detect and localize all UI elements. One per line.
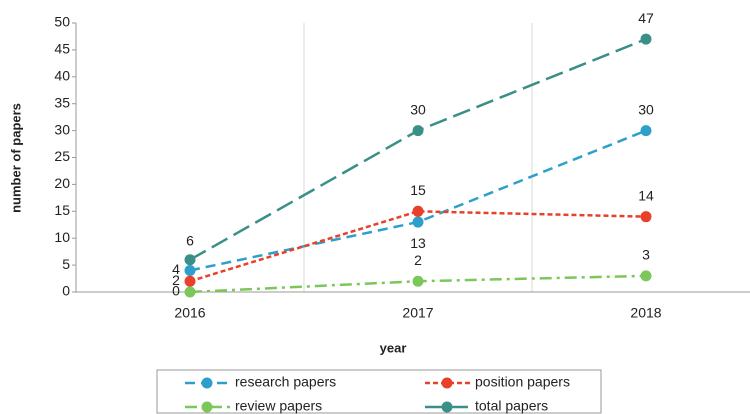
data-label: 0	[172, 283, 180, 299]
data-label: 4	[172, 261, 180, 277]
data-label: 30	[638, 101, 654, 117]
y-tick-label: 0	[62, 283, 70, 299]
data-point	[412, 125, 424, 137]
x-tick-label: 2018	[630, 305, 661, 321]
legend-box	[156, 369, 602, 414]
y-tick-label: 15	[54, 202, 70, 218]
data-label: 3	[642, 247, 650, 263]
y-tick-label: 25	[54, 148, 70, 164]
data-label: 13	[410, 235, 426, 251]
x-tick-label: 2016	[174, 305, 205, 321]
legend-marker	[441, 377, 453, 389]
data-point	[184, 254, 196, 266]
y-tick-label: 20	[54, 175, 70, 191]
y-tick-label: 45	[54, 41, 70, 57]
data-point	[412, 205, 424, 217]
y-tick-label: 10	[54, 229, 70, 245]
x-tick-label: 2017	[402, 305, 433, 321]
y-tick-label: 5	[62, 256, 70, 272]
data-point	[412, 275, 424, 287]
legend-marker	[441, 401, 453, 413]
data-point	[640, 125, 652, 137]
data-label: 6	[186, 232, 194, 248]
y-tick-label: 30	[54, 121, 70, 137]
legend-label: position papers	[475, 374, 570, 390]
y-tick-label: 50	[54, 14, 70, 30]
data-point	[640, 211, 652, 223]
y-axis-title: number of papers	[8, 103, 23, 213]
legend-label: review papers	[235, 398, 322, 414]
legend-label: research papers	[235, 374, 336, 390]
data-point	[184, 264, 196, 276]
data-point	[184, 286, 196, 298]
legend-label: total papers	[475, 398, 548, 414]
data-point	[184, 275, 196, 287]
data-label: 14	[638, 187, 654, 203]
data-label: 47	[638, 10, 654, 26]
data-label: 2	[414, 252, 422, 268]
legend-marker	[201, 377, 213, 389]
data-point	[640, 270, 652, 282]
legend-marker	[201, 401, 213, 413]
y-tick-label: 35	[54, 94, 70, 110]
data-label: 2	[172, 272, 180, 288]
data-point	[412, 216, 424, 228]
data-label: 30	[410, 101, 426, 117]
data-point	[640, 33, 652, 45]
x-axis-title: year	[380, 340, 407, 355]
data-label: 15	[410, 182, 426, 198]
y-tick-label: 40	[54, 68, 70, 84]
